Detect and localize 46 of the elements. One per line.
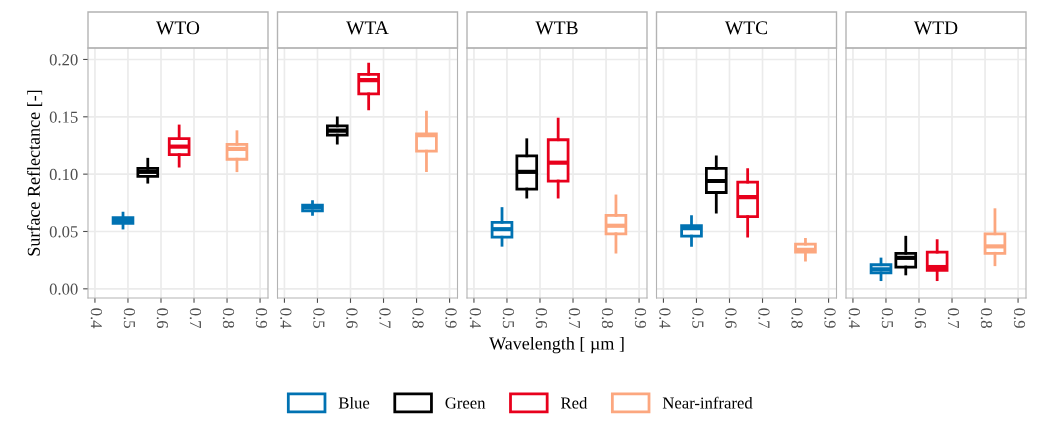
x-tick-label: 0.9 (445, 308, 457, 328)
x-tick-label: 0.8 (601, 308, 614, 328)
x-tick-label: 0.4 (469, 308, 482, 329)
chart-title: WTA (346, 21, 389, 35)
x-tick-label: 0.7 (568, 308, 581, 329)
chart-title: WTB (535, 21, 578, 35)
legend-label: Blue (338, 396, 370, 409)
x-tick-label: 0.8 (412, 308, 424, 328)
x-tick-label: 0.9 (824, 308, 836, 328)
x-tick-label: 0.6 (725, 308, 737, 329)
y-tick-label: 0.05 (49, 226, 78, 238)
x-tick-label: 0.5 (313, 308, 325, 328)
x-tick-label: 0.4 (848, 308, 861, 329)
x-tick-label: 0.8 (980, 308, 993, 328)
x-tick-label: 0.7 (379, 308, 391, 329)
x-tick-label: 0.8 (222, 308, 235, 328)
y-tick-label: 0.10 (49, 168, 78, 181)
x-tick-label: 0.6 (156, 308, 169, 329)
y-tick-label: 0.00 (49, 283, 78, 295)
x-tick-label: 0.5 (692, 308, 704, 328)
x-tick-label: 0.9 (634, 308, 647, 328)
x-tick-label: 0.9 (255, 308, 268, 328)
x-tick-label: 0.7 (189, 308, 202, 329)
y-tick-label: 0.15 (49, 111, 78, 123)
x-tick-label: 0.4 (659, 308, 671, 329)
x-tick-label: 0.7 (947, 308, 960, 329)
x-tick-label: 0.5 (502, 308, 515, 328)
legend-label: Green (445, 397, 486, 409)
x-tick-label: 0.5 (881, 308, 894, 328)
x-tick-label: 0.5 (123, 308, 136, 328)
y-tick-label: 0.20 (49, 54, 78, 66)
x-tick-label: 0.6 (346, 308, 358, 329)
chart-title: WTD (913, 21, 958, 35)
x-tick-label: 0.4 (280, 308, 292, 329)
x-tick-label: 0.7 (758, 308, 770, 329)
chart-title: WTC (724, 21, 768, 35)
x-tick-label: 0.4 (90, 308, 103, 329)
legend-label: Near-infrared (662, 396, 753, 409)
legend-label: Red (560, 396, 588, 409)
x-tick-label: 0.6 (535, 308, 548, 329)
x-axis-title: Wavelength [ µm ] (489, 336, 624, 354)
x-tick-label: 0.9 (1013, 308, 1026, 328)
y-axis-title: Surface Reflectance [-] (27, 90, 43, 256)
x-tick-label: 0.6 (914, 308, 927, 329)
chart-title: WTO (156, 21, 200, 35)
x-tick-label: 0.8 (791, 308, 803, 328)
